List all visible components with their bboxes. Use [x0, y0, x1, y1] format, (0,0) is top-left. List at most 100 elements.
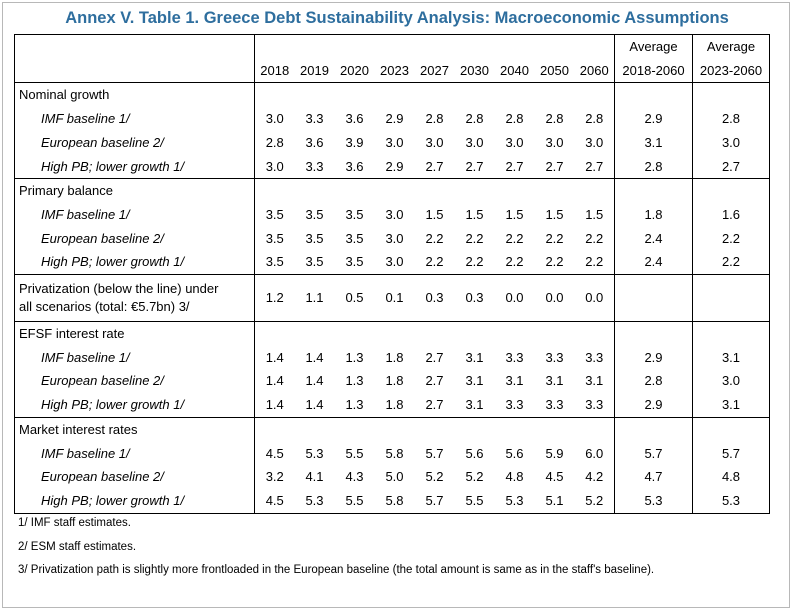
value-cell: 2.2 [585, 254, 604, 270]
value-cell: 4.8 [505, 469, 524, 485]
value-cell: 3.2 [265, 469, 284, 485]
value-cell: 1.4 [265, 349, 284, 365]
value-cell: 3.5 [345, 230, 364, 246]
blank-cell [614, 178, 693, 203]
blank-cell [374, 82, 415, 108]
privatization-label-line2: all scenarios (total: €5.7bn) 3/ [19, 299, 190, 315]
row-label: IMF baseline 1/ [14, 202, 255, 227]
data-row: European baseline 2/1.4 1.4 1.3 1.8 2.7 3.1 3.… [14, 369, 770, 394]
avg1-cell: 5.3 [614, 488, 693, 514]
blank-cell [294, 178, 335, 203]
avg2-cell: 5.3 [692, 488, 770, 514]
blank-cell [454, 321, 495, 346]
value-cell: 3.3 [505, 349, 524, 365]
value-cell: 1.1 [294, 274, 335, 322]
value-cell: 1.5 [465, 206, 484, 222]
value-cell: 5.5 [345, 445, 364, 461]
year-header-2040: 2040 [500, 62, 529, 78]
value-cell: 1.8 [385, 349, 404, 365]
value-cell: 2.7 [425, 158, 444, 174]
value-cell: 5.5 [334, 488, 375, 514]
row-label: High PB; lower growth 1/ [14, 250, 255, 275]
data-row: IMF baseline 1/3.0 3.3 3.6 2.9 2.8 2.8 2.8 2.8 2… [14, 107, 770, 131]
value-cell: 3.0 [545, 134, 564, 150]
data-row: European baseline 2/3.5 3.5 3.5 3.0 2.2 2.2 2.… [14, 226, 770, 251]
blank-cell [534, 82, 575, 108]
blank-cell [254, 178, 295, 203]
blank-cell [414, 82, 455, 108]
value-cell: 3.6 [345, 158, 364, 174]
blank-cell [294, 416, 335, 442]
value-cell: 3.1 [505, 373, 524, 389]
value-cell: 1.8 [385, 373, 404, 389]
value-cell: 2.2 [585, 230, 604, 246]
blank-cell [534, 321, 575, 346]
value-cell: 0.1 [374, 274, 415, 322]
value-cell: 5.6 [505, 445, 524, 461]
row-label: IMF baseline 1/ [14, 345, 255, 370]
table-title: Annex V. Table 1. Greece Debt Sustainabi… [65, 9, 729, 27]
value-cell: 0.0 [534, 274, 575, 322]
value-cell: 6.0 [585, 445, 604, 461]
section-header-row: EFSF interest rate [14, 321, 770, 346]
data-row: European baseline 2/2.8 3.6 3.9 3.0 3.0 3.0 3.… [14, 130, 770, 155]
section-label: EFSF interest rate [14, 321, 255, 346]
row-label: European baseline 2/ [14, 226, 255, 251]
data-row: IMF baseline 1/4.5 5.3 5.5 5.8 5.7 5.6 5.6 5.9 6… [14, 441, 770, 466]
value-cell: 2.7 [465, 158, 484, 174]
year-header-2018: 2018 [260, 62, 290, 78]
blank-cell [254, 82, 295, 108]
value-cell: 2.8 [265, 134, 284, 150]
avg1-cell: 2.8 [614, 369, 693, 394]
section-label: Primary balance [14, 178, 255, 203]
value-cell: 2.2 [505, 230, 524, 246]
avg1-cell: 2.9 [614, 393, 693, 418]
value-cell: 5.6 [465, 445, 484, 461]
blank-cell [574, 178, 615, 203]
value-cell: 4.3 [345, 469, 364, 485]
blank-cell [534, 416, 575, 442]
value-cell: 5.2 [425, 469, 444, 485]
value-cell: 2.8 [545, 111, 564, 127]
value-cell: 3.9 [345, 134, 364, 150]
avg1-cell: 3.1 [614, 130, 693, 155]
avg1-cell [614, 274, 693, 322]
blank-cell [254, 321, 295, 346]
section-label: Market interest rates [14, 416, 255, 442]
avg1-cell: 2.4 [614, 250, 693, 275]
value-cell: 2.8 [585, 111, 604, 127]
row-label: European baseline 2/ [14, 465, 255, 489]
value-cell: 2.7 [425, 373, 444, 389]
value-cell: 3.5 [305, 254, 324, 270]
avg1-cell: 1.8 [614, 202, 693, 227]
data-row: High PB; lower growth 1/3.5 3.5 3.5 3.0 2.2 2… [14, 250, 770, 275]
value-cell: 3.0 [385, 134, 404, 150]
year-header-2030: 2030 [460, 62, 489, 78]
blank-cell [334, 416, 375, 442]
privatization-label: Privatization (below the line) under all … [14, 274, 255, 322]
data-row: IMF baseline 1/1.4 1.4 1.3 1.8 2.7 3.1 3.3 3.3 3… [14, 345, 770, 370]
value-cell: 5.3 [494, 488, 535, 514]
value-cell: 1.2 [254, 274, 295, 322]
avg2-cell: 5.7 [692, 441, 770, 466]
year-header-2019: 2019 [300, 62, 329, 78]
value-cell: 4.2 [585, 469, 604, 485]
value-cell: 3.0 [265, 158, 284, 174]
value-cell: 1.5 [425, 206, 444, 222]
value-cell: 5.2 [465, 469, 484, 485]
avg1-cell: 2.8 [614, 154, 693, 179]
avg2-cell: 2.7 [692, 154, 770, 179]
value-cell: 1.4 [305, 373, 324, 389]
year-header-2023: 2023 [380, 62, 409, 78]
value-cell: 3.3 [305, 111, 324, 127]
value-cell: 2.7 [425, 349, 444, 365]
value-cell: 3.3 [545, 397, 564, 413]
value-cell: 4.5 [265, 445, 284, 461]
value-cell: 2.2 [465, 230, 484, 246]
value-cell: 3.5 [265, 206, 284, 222]
value-cell: 3.0 [585, 134, 604, 150]
value-cell: 3.3 [585, 397, 604, 413]
value-cell: 1.4 [265, 373, 284, 389]
blank-cell [454, 416, 495, 442]
